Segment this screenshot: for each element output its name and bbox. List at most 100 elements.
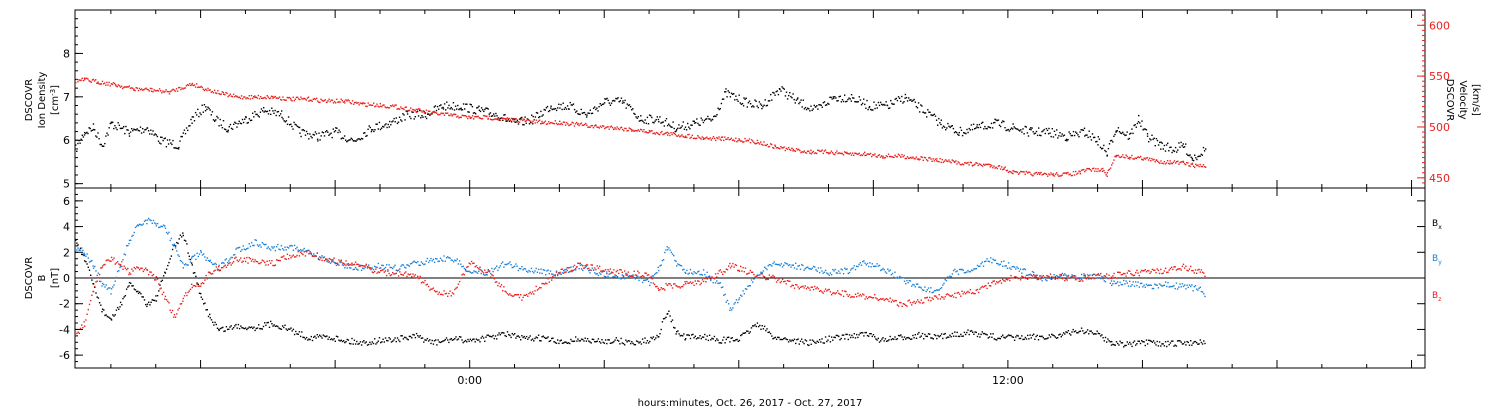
by-point: [875, 265, 877, 267]
bx-point: [311, 339, 314, 342]
velocity-point: [921, 156, 923, 159]
velocity-point: [879, 156, 882, 158]
bx-point: [328, 336, 330, 338]
velocity-point: [130, 87, 133, 89]
by-point: [559, 273, 561, 275]
bz-point: [683, 284, 685, 286]
bz-point: [595, 268, 597, 271]
bx-point: [1060, 336, 1062, 338]
bx-point: [155, 300, 158, 302]
density-point: [908, 97, 910, 99]
by-point: [125, 245, 128, 247]
density-point: [443, 103, 446, 105]
velocity-point: [989, 166, 991, 168]
velocity-point: [1005, 169, 1007, 172]
velocity-point: [1180, 161, 1182, 163]
by-point: [197, 255, 199, 258]
velocity-point: [1127, 157, 1129, 160]
bx-point: [796, 339, 798, 341]
by-point: [724, 293, 726, 296]
bx-point: [1146, 343, 1149, 345]
by-point: [1058, 276, 1060, 278]
density-point: [503, 114, 505, 116]
velocity-point: [469, 116, 471, 118]
bz-point: [600, 270, 602, 272]
density-point: [767, 100, 770, 102]
by-point: [705, 276, 707, 278]
density-point: [324, 131, 327, 133]
density-point: [946, 127, 948, 129]
bz-point: [686, 280, 688, 283]
bx-point: [365, 341, 367, 343]
density-point: [924, 112, 927, 114]
density-point: [656, 116, 658, 118]
density-point: [648, 114, 651, 116]
velocity-point: [290, 99, 292, 101]
velocity-point: [903, 154, 905, 157]
bx-point: [511, 332, 513, 335]
bx-point: [933, 334, 936, 336]
by-point: [1192, 290, 1194, 292]
by-point: [235, 248, 237, 250]
velocity-point: [686, 136, 688, 139]
velocity-point: [668, 132, 670, 135]
velocity-point: [1119, 156, 1122, 159]
density-point: [343, 135, 346, 137]
velocity-point: [726, 138, 728, 140]
velocity-point: [904, 157, 906, 160]
density-point: [466, 103, 468, 105]
velocity-point: [563, 121, 566, 123]
velocity-point: [843, 151, 846, 153]
bx-point: [554, 341, 556, 344]
bx-point: [635, 340, 638, 342]
by-point: [1011, 266, 1013, 268]
by-point: [452, 261, 455, 263]
bx-point: [668, 310, 670, 312]
density-point: [577, 113, 579, 115]
bx-point: [218, 328, 220, 331]
velocity-point: [723, 139, 725, 142]
velocity-point: [362, 102, 364, 104]
bx-point: [1089, 330, 1091, 332]
velocity-point: [433, 111, 436, 114]
by-point: [915, 283, 918, 285]
bx-point: [110, 318, 112, 320]
velocity-point: [1028, 171, 1030, 173]
density-point: [1117, 127, 1120, 129]
bz-point: [107, 259, 110, 261]
by-point: [937, 289, 939, 291]
density-point: [878, 104, 881, 107]
bx-point: [954, 331, 956, 333]
bx-point: [417, 335, 419, 337]
velocity-point: [566, 121, 568, 124]
bz-point: [125, 268, 128, 271]
by-point: [1052, 277, 1054, 279]
by-point: [838, 270, 840, 272]
velocity-point: [779, 148, 781, 150]
by-point: [1045, 279, 1047, 281]
bz-point: [347, 263, 350, 265]
velocity-point: [940, 161, 942, 164]
bx-point: [687, 334, 689, 336]
velocity-point: [943, 160, 946, 162]
velocity-point: [519, 119, 522, 121]
density-point: [578, 113, 580, 115]
density-point: [747, 102, 750, 104]
velocity-point: [129, 87, 132, 89]
bz-point: [88, 303, 91, 306]
bz-point: [338, 259, 340, 261]
bz-point: [613, 269, 615, 271]
by-point: [901, 277, 903, 279]
bx-point: [774, 336, 777, 339]
bx-point: [322, 334, 324, 336]
bx-point: [711, 337, 713, 340]
bx-point: [237, 323, 240, 326]
bz-point: [331, 261, 333, 263]
by-point: [852, 267, 854, 269]
density-point: [92, 123, 95, 125]
bx-point: [537, 334, 540, 336]
density-point: [975, 127, 977, 129]
bx-point: [869, 333, 871, 335]
bz-point: [635, 274, 638, 276]
velocity-point: [1185, 163, 1187, 166]
